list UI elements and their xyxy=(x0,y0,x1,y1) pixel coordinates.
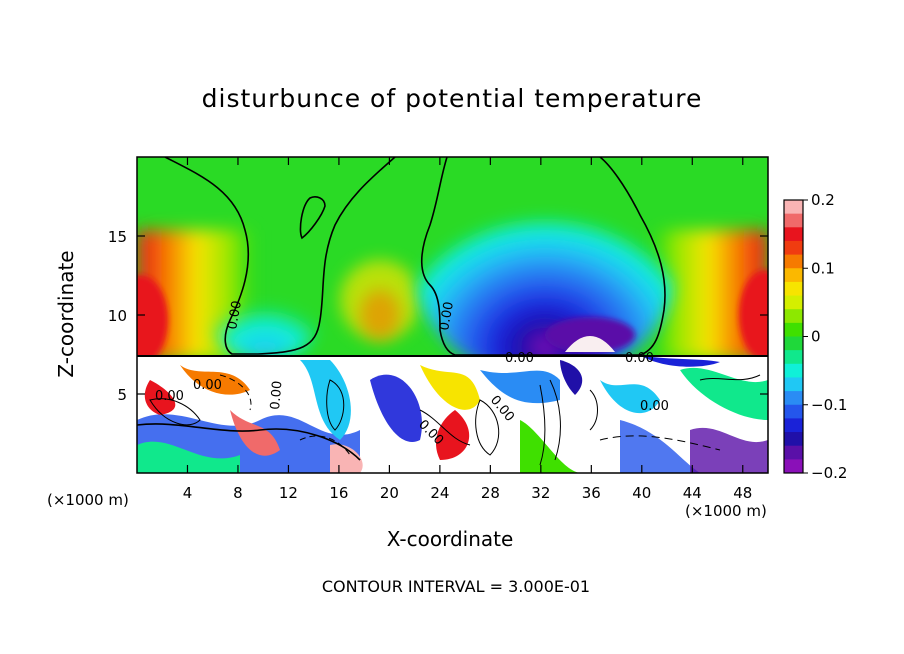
contour-label: 0.00 xyxy=(268,380,285,410)
x-tick-label: 28 xyxy=(481,484,500,502)
x-tick-label: 12 xyxy=(279,484,298,502)
contour-label: 0.00 xyxy=(437,301,457,332)
x-axis-label: X-coordinate xyxy=(386,527,514,551)
colorbar-swatch xyxy=(784,363,803,378)
contour-label: 0.00 xyxy=(193,378,222,393)
colorbar-swatch xyxy=(784,309,803,324)
x-tick-label: 24 xyxy=(430,484,449,502)
y-tick-label: 5 xyxy=(117,386,127,404)
colorbar-swatch xyxy=(784,445,803,460)
contour-label: 0.00 xyxy=(640,399,669,414)
y-axis-label: Z-coordinate xyxy=(54,250,78,378)
colorbar-swatch xyxy=(784,227,803,242)
colorbar-swatch xyxy=(784,459,803,474)
x-tick-label: 44 xyxy=(683,484,702,502)
x-tick-label: 40 xyxy=(632,484,651,502)
x-tick-label: 32 xyxy=(531,484,550,502)
colorbar-swatch xyxy=(784,295,803,310)
contour-label: 0.00 xyxy=(625,351,654,366)
colorbar-swatch xyxy=(784,391,803,406)
x-tick-label: 8 xyxy=(233,484,243,502)
chart-title: disturbunce of potential temperature xyxy=(201,84,703,113)
colorbar-swatch xyxy=(784,200,803,215)
zero-contours xyxy=(164,157,666,356)
colorbar-swatch xyxy=(784,432,803,447)
turbulent-layer xyxy=(137,355,768,473)
y-tick-label: 15 xyxy=(108,228,127,246)
contour-interval-text: CONTOUR INTERVAL = 3.000E-01 xyxy=(321,577,591,596)
y-tick-label: 10 xyxy=(108,307,127,325)
colorbar-tick-label: 0.1 xyxy=(811,259,835,277)
colorbar-swatch xyxy=(784,268,803,283)
colorbar-ticks: 0.2 0.1 0 −0.1 −0.2 xyxy=(803,191,847,482)
colorbar-tick-label: −0.1 xyxy=(811,396,847,414)
colorbar-swatch xyxy=(784,404,803,419)
x-tick-label: 16 xyxy=(329,484,348,502)
field-layer xyxy=(137,157,768,473)
x-axis: 4 8 12 16 20 24 28 32 36 40 44 48 xyxy=(183,157,752,502)
colorbar-tick-label: −0.2 xyxy=(811,464,847,482)
contour-label: 0.00 xyxy=(505,351,534,366)
colorbar-swatch xyxy=(784,240,803,256)
x-tick-label: 4 xyxy=(183,484,193,502)
y-axis: 5 10 15 xyxy=(108,228,768,404)
colorbar xyxy=(783,199,804,474)
colorbar-swatch xyxy=(784,418,803,433)
x-unit-label-right: (×1000 m) xyxy=(685,502,767,520)
colorbar-swatch xyxy=(784,336,803,351)
x-tick-label: 36 xyxy=(582,484,601,502)
turbulent-contours xyxy=(137,374,761,466)
colorbar-swatch xyxy=(784,213,803,228)
colorbar-tick-label: 0 xyxy=(811,328,821,346)
x-tick-label: 20 xyxy=(380,484,399,502)
x-tick-label: 48 xyxy=(733,484,752,502)
colorbar-swatch xyxy=(784,281,803,297)
colorbar-swatch xyxy=(784,377,803,392)
colorbar-tick-label: 0.2 xyxy=(811,191,835,209)
colorbar-swatch xyxy=(784,254,803,269)
contour-label: 0.00 xyxy=(155,389,184,404)
x-unit-label-left: (×1000 m) xyxy=(47,491,129,509)
colorbar-swatch xyxy=(784,350,803,365)
colorbar-swatch xyxy=(784,322,803,337)
contour-label: 0.00 xyxy=(225,300,245,331)
